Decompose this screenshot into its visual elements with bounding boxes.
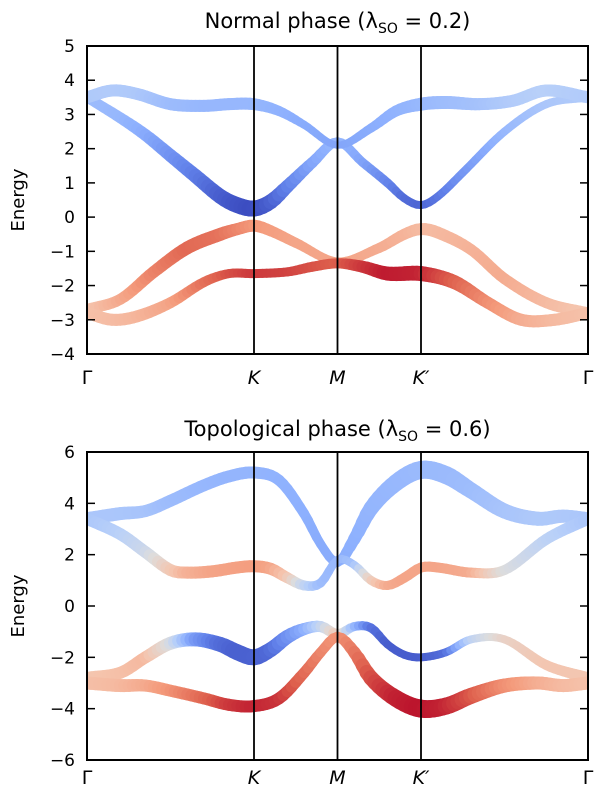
normal-phase-panel: −4 −3 −2 −1 0 1 2 3 4 5 Γ K M K′ Γ Energy Normal phase (… xyxy=(8,9,594,389)
x-tick-label: M xyxy=(329,367,345,389)
y-tick-label: 4 xyxy=(64,71,75,91)
y-tick-label: −4 xyxy=(50,700,75,720)
x-tick-label: Γ xyxy=(82,767,93,785)
y-tick-label: −3 xyxy=(50,311,75,331)
x-tick-label: Γ xyxy=(583,767,594,785)
y-tick-label: −4 xyxy=(50,345,75,365)
band-4 xyxy=(87,631,588,719)
y-tick-label: −2 xyxy=(50,648,75,668)
x-tick-label: Γ xyxy=(82,367,93,389)
chart-title: Topological phase (λSO = 0.6) xyxy=(183,417,490,445)
x-tick-label: K′ xyxy=(413,367,430,389)
plot-frame xyxy=(86,45,589,355)
band-3 xyxy=(87,620,588,684)
x-tick-label: Γ xyxy=(583,367,594,389)
y-tick-label: 0 xyxy=(64,208,75,228)
x-tick-label: K xyxy=(248,767,262,785)
y-tick-label: −6 xyxy=(50,751,75,771)
title-subscript: SO xyxy=(378,21,398,37)
x-tick-label: K xyxy=(248,367,262,389)
y-axis-label: Energy xyxy=(8,574,29,637)
band-2 xyxy=(87,512,588,591)
y-axis-label: Energy xyxy=(8,168,29,231)
y-tick-label: 2 xyxy=(64,140,75,160)
title-subscript: SO xyxy=(398,429,418,445)
title-rest: = 0.6) xyxy=(418,417,491,441)
y-tick-label: 0 xyxy=(64,597,75,617)
y-tick-label: 3 xyxy=(64,105,75,125)
y-tick-label: 1 xyxy=(64,174,75,194)
y-tick-label: 6 xyxy=(64,443,75,463)
y-tick-label: 5 xyxy=(64,37,75,57)
band-2 xyxy=(87,84,588,149)
x-tick-label: K′ xyxy=(413,767,430,785)
title-text: Topological phase (λ xyxy=(183,417,398,441)
bands xyxy=(87,460,588,719)
x-tick-label: M xyxy=(329,767,345,785)
y-tick-label: −1 xyxy=(50,242,75,262)
y-tick-label: 2 xyxy=(64,546,75,566)
y-tick-label: 4 xyxy=(64,494,75,514)
title-rest: = 0.2) xyxy=(398,9,471,33)
band-4 xyxy=(87,258,588,328)
title-text: Normal phase (λ xyxy=(205,9,378,33)
y-tick-label: −2 xyxy=(50,277,75,297)
topological-phase-panel: −6 −4 −2 0 2 4 6 Γ K M K′ Γ Energy Topological phase … xyxy=(8,417,594,785)
chart-title: Normal phase (λSO = 0.2) xyxy=(205,9,471,37)
